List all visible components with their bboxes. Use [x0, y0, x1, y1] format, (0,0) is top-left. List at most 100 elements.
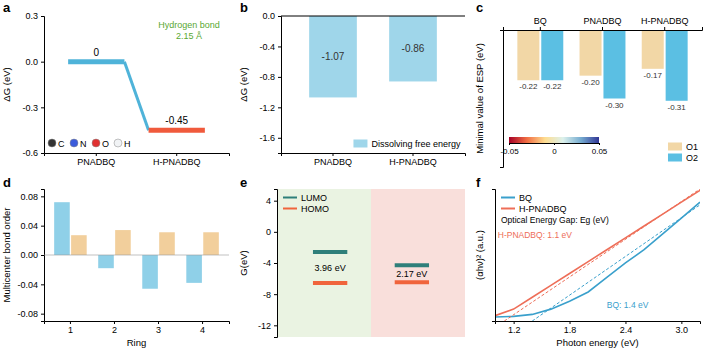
- annotation: 3.96 eV: [315, 263, 346, 273]
- tick: PNADBQ: [583, 16, 621, 30]
- background: [277, 189, 371, 337]
- legend-label: BQ: [519, 193, 532, 203]
- tick: -0.04: [17, 280, 44, 290]
- tick-mark: [278, 16, 281, 17]
- annotation: BQ: 1.4 eV: [607, 300, 649, 310]
- level: [313, 250, 347, 254]
- tick: -0.08: [17, 309, 44, 319]
- level: [395, 280, 429, 284]
- tick-label: 2: [112, 325, 117, 335]
- tick-mark: [509, 143, 510, 145]
- tick-label: 0.3: [25, 11, 38, 21]
- legend: O1O2: [668, 142, 698, 163]
- tick-label: -0.08: [17, 309, 38, 319]
- tick: 4: [266, 196, 277, 206]
- legend-label: H-PNADBQ: [519, 204, 567, 214]
- tick-mark: [570, 321, 571, 324]
- tick: 0.3: [25, 11, 44, 21]
- data-label: -0.86: [402, 43, 425, 54]
- bar: [159, 232, 175, 255]
- annotation: 2.15 Å: [176, 31, 202, 41]
- panel: Multicenter bond orderRing-0.08-0.040.00…: [1, 190, 230, 349]
- tick-label: 3: [156, 325, 161, 335]
- tick-mark: [540, 27, 541, 30]
- tick: PNADBQ: [77, 153, 115, 167]
- tick: 4: [200, 321, 205, 335]
- legend-swatch: [501, 208, 515, 210]
- data-label: -0.31: [668, 103, 687, 112]
- tick-mark: [176, 153, 177, 156]
- atom-swatch: [92, 139, 100, 147]
- axis-line: [41, 190, 45, 322]
- tick-label: 1.8: [564, 325, 577, 335]
- tick-mark: [41, 62, 44, 63]
- tick-label: 4: [200, 325, 205, 335]
- tick: -0.05: [500, 143, 519, 156]
- tick-label: -0.8: [259, 72, 275, 82]
- annotation: 2.17 eV: [396, 269, 427, 279]
- tick-label: 0.0: [262, 11, 275, 21]
- tick: 3: [156, 321, 161, 335]
- tick-label: 0.0: [25, 57, 38, 67]
- tick: -1.2: [259, 103, 281, 113]
- tick: 1.2: [508, 321, 521, 335]
- bar: [603, 30, 625, 99]
- tick-mark: [413, 153, 414, 156]
- tick-label: -1.2: [259, 103, 275, 113]
- tick: H-PNADBQ: [389, 153, 437, 167]
- annotation: Hydrogen bond: [158, 20, 220, 30]
- tick-mark: [274, 232, 277, 233]
- y-axis-title: ΔG (eV): [238, 67, 249, 101]
- subtitle: Optical Energy Gap: Eg (eV): [501, 215, 609, 225]
- tick-mark: [554, 143, 555, 145]
- tick: 0.0: [262, 11, 281, 21]
- plot-area: [309, 16, 437, 97]
- y-axis-title: ΔG (eV): [1, 67, 12, 101]
- tick-mark: [278, 77, 281, 78]
- data-label: -0.45: [165, 115, 188, 126]
- tick-label: BQ: [534, 16, 547, 26]
- tick: -1.6: [259, 133, 281, 143]
- legend-label: HOMO: [301, 204, 329, 214]
- tick-label: 0.05: [592, 147, 608, 156]
- bar: [642, 30, 664, 69]
- bar: [580, 30, 602, 76]
- data-label: -0.22: [519, 82, 538, 91]
- legend-item: BQ: [501, 193, 532, 203]
- tick-mark: [158, 321, 159, 324]
- tick: 2.4: [620, 321, 633, 335]
- data-label: -0.30: [605, 101, 624, 110]
- tick: -0.4: [259, 42, 281, 52]
- data-label: -0.17: [644, 71, 663, 80]
- tick: 0: [552, 143, 557, 156]
- level: [395, 263, 429, 267]
- tick: 0.04: [20, 221, 44, 231]
- colorbar: [509, 137, 599, 143]
- panel-label: e: [240, 175, 247, 190]
- tick: 1.8: [564, 321, 577, 335]
- legend-item: LUMO: [283, 193, 327, 203]
- panel-label: b: [240, 0, 248, 15]
- y-axis-title: (αhν)² (a.u.): [474, 230, 485, 280]
- panel-label: f: [476, 175, 481, 190]
- tick-mark: [333, 153, 334, 156]
- tick-mark: [274, 263, 277, 264]
- tick: -12: [258, 321, 277, 331]
- tick-label: -0.3: [22, 103, 38, 113]
- panel: Minimal value of ESP (eV)BQPNADBQH-PNADB…: [474, 16, 703, 168]
- bar: [54, 202, 70, 255]
- fit-line: [504, 189, 700, 321]
- tick-label: 1: [68, 325, 73, 335]
- colorbar-axis: -0.05 0 0.05: [500, 143, 607, 156]
- data-label: -1.07: [322, 51, 345, 62]
- tick-label: 1.2: [508, 325, 521, 335]
- tick-mark: [41, 196, 44, 197]
- tick: BQ: [534, 16, 547, 30]
- figure: ΔG (eV)-0.6-0.30.00.3PNADBQH-PNADBQ0-0.4…: [0, 0, 710, 351]
- legend-item: H-PNADBQ: [501, 204, 567, 214]
- bar: [98, 255, 114, 268]
- bar: [115, 230, 131, 255]
- tick-mark: [41, 16, 44, 17]
- bar: [186, 255, 202, 283]
- tick: PNADBQ: [314, 153, 352, 167]
